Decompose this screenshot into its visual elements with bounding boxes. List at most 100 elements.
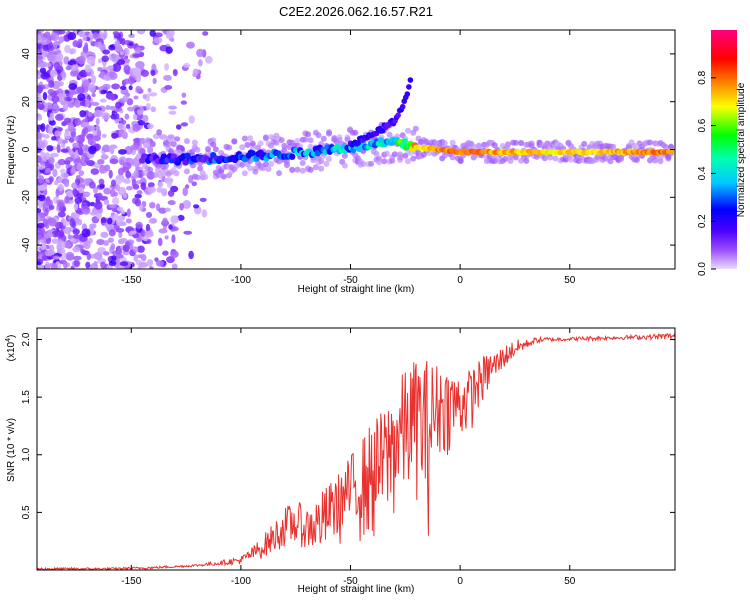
colorbar-tick-label: 0.8 bbox=[697, 70, 708, 84]
noise-speckle bbox=[93, 109, 103, 118]
noise-speckle bbox=[74, 117, 82, 126]
noise-speckle bbox=[112, 31, 120, 36]
noise-speckle bbox=[85, 261, 91, 269]
noise-speckle bbox=[150, 106, 156, 113]
branch-point bbox=[373, 130, 380, 137]
noise-speckle bbox=[135, 221, 143, 229]
snr-y-label: SNR (10 * v/v) bbox=[6, 418, 17, 482]
noise-speckle bbox=[171, 263, 178, 269]
ridge-halo bbox=[152, 172, 159, 179]
noise-speckle bbox=[88, 145, 97, 155]
ridge-halo bbox=[402, 152, 409, 159]
branch-point bbox=[407, 77, 414, 83]
snr-plot-area bbox=[37, 328, 675, 570]
noise-speckle bbox=[115, 101, 122, 109]
ridge-halo bbox=[194, 146, 201, 153]
noise-speckle bbox=[199, 197, 207, 202]
x-tick-label: -150 bbox=[121, 576, 141, 587]
noise-speckle bbox=[37, 207, 42, 214]
noise-speckle bbox=[147, 87, 152, 93]
ridge-halo bbox=[318, 165, 325, 172]
noise-speckle bbox=[48, 119, 56, 126]
noise-speckle bbox=[100, 231, 109, 239]
ridge-halo bbox=[326, 130, 333, 137]
noise-speckle bbox=[72, 246, 81, 253]
noise-speckle bbox=[87, 136, 94, 146]
noise-speckle bbox=[62, 103, 69, 112]
noise-speckle bbox=[85, 98, 90, 108]
snr-scale-exponent: 4 bbox=[5, 338, 12, 342]
noise-speckle bbox=[37, 132, 42, 140]
y-tick-label: 1.5 bbox=[21, 390, 32, 404]
noise-speckle bbox=[140, 182, 147, 191]
noise-speckle bbox=[181, 92, 187, 98]
noise-speckle bbox=[163, 74, 172, 81]
noise-speckle bbox=[72, 142, 81, 149]
ridge-halo bbox=[312, 164, 319, 171]
noise-speckle bbox=[129, 230, 137, 235]
noise-speckle bbox=[118, 130, 123, 138]
ridge-halo bbox=[528, 140, 535, 147]
noise-speckle bbox=[54, 221, 64, 229]
noise-speckle bbox=[119, 50, 125, 56]
ridge-halo bbox=[341, 162, 348, 169]
noise-speckle bbox=[156, 186, 164, 193]
noise-speckle bbox=[93, 251, 103, 260]
noise-speckle bbox=[119, 85, 127, 91]
noise-speckle bbox=[81, 201, 88, 211]
noise-speckle bbox=[136, 119, 146, 126]
noise-speckle bbox=[135, 85, 142, 93]
ridge-halo bbox=[170, 140, 177, 147]
noise-speckle bbox=[58, 229, 65, 238]
noise-speckle bbox=[72, 40, 79, 48]
noise-speckle bbox=[170, 250, 179, 258]
noise-speckle bbox=[192, 68, 199, 76]
ridge-point bbox=[401, 138, 408, 145]
noise-speckle bbox=[42, 91, 48, 101]
snr-panel: -150 -100 -50 0 50 0.5 1.0 1.5 2.0 Height of st… bbox=[5, 327, 676, 595]
noise-speckle bbox=[103, 240, 110, 246]
noise-speckle bbox=[88, 83, 96, 93]
noise-speckle bbox=[133, 254, 139, 262]
noise-speckle bbox=[41, 255, 48, 261]
noise-speckle bbox=[78, 170, 85, 176]
noise-speckle bbox=[71, 165, 76, 173]
snr-frame bbox=[36, 327, 676, 571]
ridge-halo bbox=[239, 161, 246, 168]
noise-speckle bbox=[139, 261, 148, 268]
ridge-halo bbox=[352, 129, 359, 136]
ridge-halo bbox=[315, 132, 322, 139]
noise-speckle bbox=[37, 69, 40, 75]
noise-speckle bbox=[112, 63, 122, 72]
ridge-halo bbox=[491, 142, 498, 149]
noise-speckle bbox=[134, 193, 142, 199]
noise-speckle bbox=[111, 197, 120, 206]
noise-speckle bbox=[84, 42, 89, 51]
noise-speckle bbox=[37, 170, 41, 178]
noise-speckle bbox=[57, 158, 66, 166]
ridge-halo bbox=[191, 139, 198, 146]
noise-speckle bbox=[102, 49, 111, 55]
noise-speckle bbox=[55, 80, 64, 87]
noise-speckle bbox=[68, 137, 75, 143]
ridge-halo bbox=[491, 155, 498, 162]
noise-speckle bbox=[173, 136, 181, 142]
ridge-halo bbox=[310, 157, 317, 164]
ridge-halo bbox=[404, 127, 411, 134]
noise-speckle bbox=[45, 200, 52, 206]
ridge-halo bbox=[210, 141, 217, 148]
ridge-halo bbox=[304, 131, 311, 138]
colorbar-label: Normalized spectral amplitude bbox=[736, 82, 747, 217]
y-tick-label: 0.5 bbox=[21, 505, 32, 519]
noise-speckle bbox=[77, 146, 84, 156]
noise-speckle bbox=[73, 260, 80, 267]
noise-speckle bbox=[71, 182, 78, 189]
noise-speckle bbox=[126, 98, 134, 106]
colorbar: 0.0 0.2 0.4 0.6 0.8 Normalized spectral ampl… bbox=[697, 30, 747, 276]
noise-speckle bbox=[39, 62, 46, 69]
noise-speckle bbox=[78, 187, 85, 194]
ridge-point bbox=[249, 150, 256, 157]
branch-point bbox=[395, 112, 401, 119]
noise-speckle bbox=[74, 196, 83, 204]
noise-speckle bbox=[81, 228, 91, 238]
